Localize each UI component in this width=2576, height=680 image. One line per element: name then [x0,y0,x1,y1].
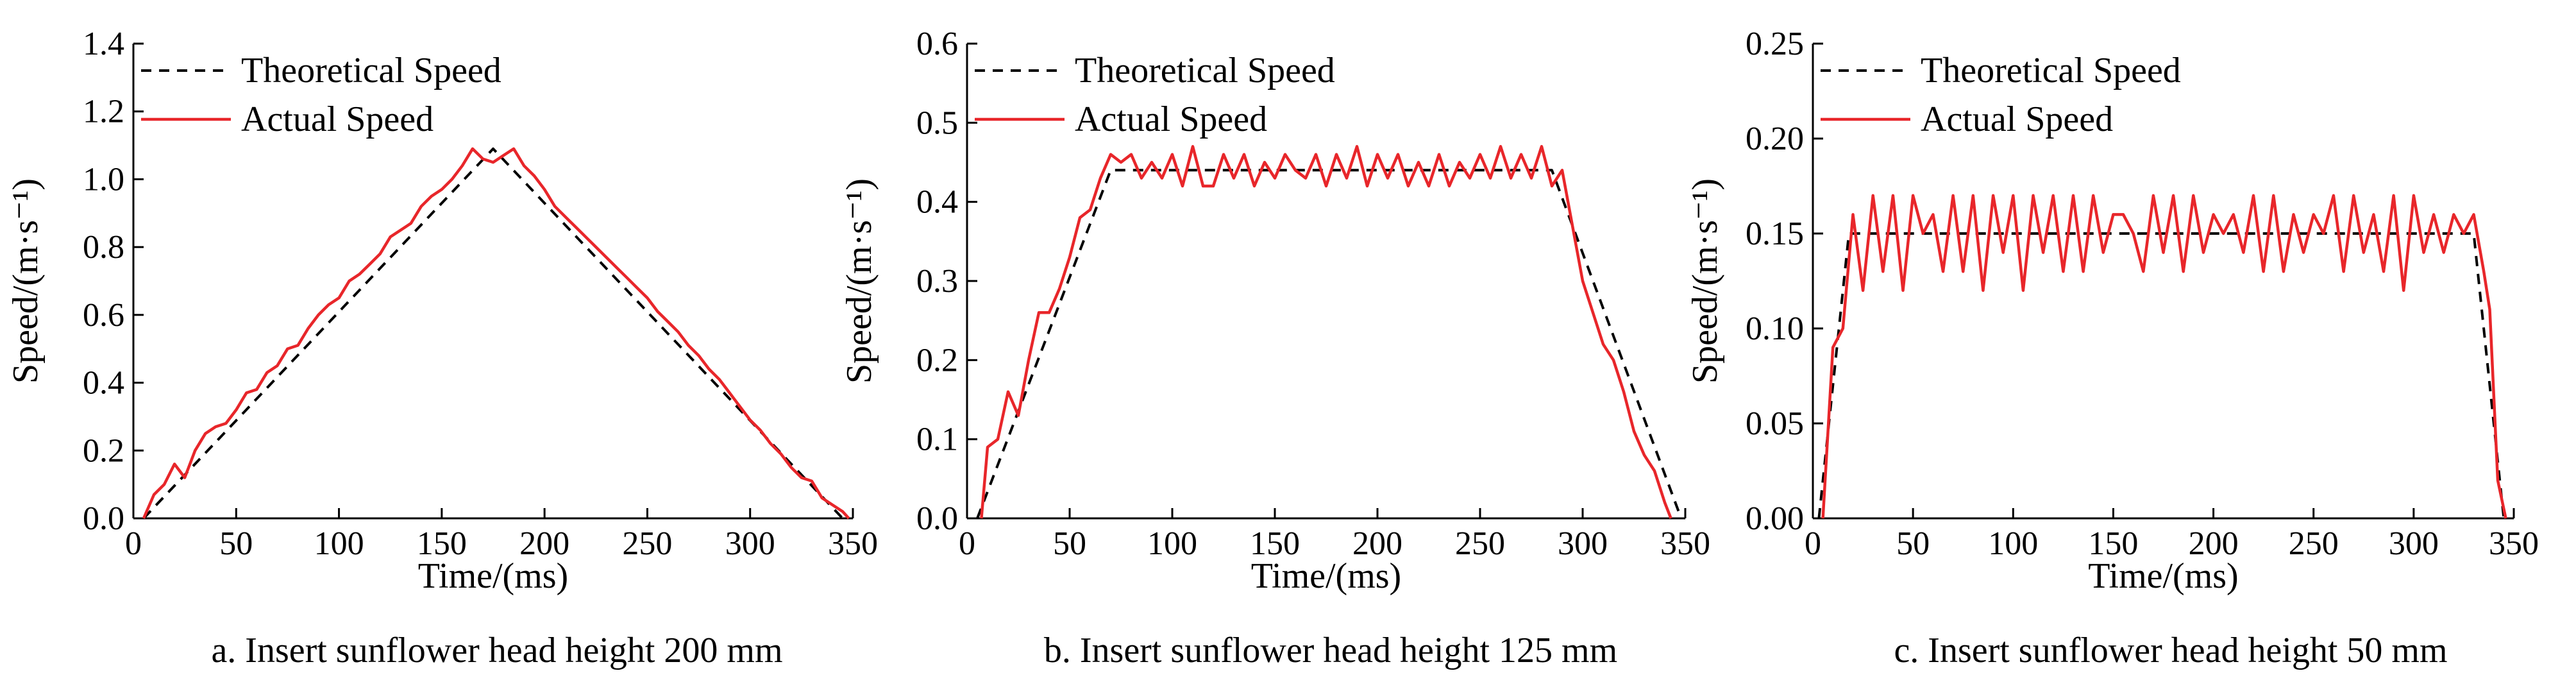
y-tick-label: 0.0 [83,500,124,537]
x-tick-label: 250 [1455,525,1505,562]
y-tick-label: 0.25 [1746,26,1804,62]
y-tick-label: 0.00 [1746,500,1804,537]
y-tick-label: 1.0 [83,161,124,198]
actual-speed-line [142,147,850,520]
x-tick-label: 350 [828,525,878,562]
x-tick-label: 50 [219,525,253,562]
y-tick-label: 0.2 [83,432,124,469]
y-tick-label: 0.8 [83,229,124,266]
y-tick-label: 0.6 [916,26,958,62]
y-tick-label: 0.3 [916,263,958,300]
y-tick-label: 0.4 [916,184,958,221]
x-tick-label: 50 [1053,525,1086,562]
y-tick-label: 0.15 [1746,216,1804,252]
x-tick-label: 150 [417,525,467,562]
y-tick-label: 0.6 [83,297,124,334]
y-tick-label: 0.10 [1746,310,1804,347]
y-tick-label: 0.1 [916,421,958,458]
y-tick-label: 0.0 [916,500,958,537]
panel-caption: a. Insert sunflower head height 200 mm [211,631,782,670]
x-axis-label: Time/(ms) [418,556,568,596]
x-tick-label: 300 [2389,525,2439,562]
x-tick-label: 150 [1250,525,1300,562]
x-tick-label: 0 [959,525,975,562]
x-axis-label: Time/(ms) [2088,556,2238,596]
panel-caption: c. Insert sunflower head height 50 mm [1894,631,2447,670]
theoretical-speed-line [142,147,844,520]
chart-panel-2: 0.0 0.1 0.2 0.3 0.4 0.5 0.6 0 50 100 150 200 250 300 3… [839,26,1710,670]
x-tick-label: 0 [1805,525,1821,562]
panel-caption: b. Insert sunflower head height 125 mm [1044,631,1617,670]
y-tick-label: 0.5 [916,105,958,141]
x-tick-label: 100 [1988,525,2038,562]
y-tick-label: 0.20 [1746,121,1804,157]
x-tick-label: 200 [519,525,569,562]
x-tick-label: 350 [2489,525,2539,562]
x-tick-label: 0 [125,525,142,562]
x-tick-label: 200 [2189,525,2239,562]
legend-theoretical-label: Theoretical Speed [1921,51,2181,90]
x-tick-label: 350 [1660,525,1710,562]
y-tick-label: 1.4 [83,26,124,62]
chart-panel-1: 0.0 0.2 0.4 0.6 0.8 1.0 1.2 1.4 0 50 100 150 200 250 3… [6,26,878,670]
x-tick-label: 250 [622,525,672,562]
y-axis-label: Speed/(m·s⁻¹) [6,178,46,384]
legend-theoretical-label: Theoretical Speed [241,51,501,90]
x-tick-label: 100 [314,525,364,562]
x-tick-label: 250 [2289,525,2339,562]
y-tick-label: 0.2 [916,342,958,378]
theoretical-speed-line [976,169,1683,519]
y-axis-label: Speed/(m·s⁻¹) [839,178,879,384]
x-tick-label: 150 [2088,525,2138,562]
x-tick-label: 300 [725,525,775,562]
x-tick-label: 100 [1147,525,1197,562]
x-axis-label: Time/(ms) [1251,556,1401,596]
x-tick-label: 50 [1896,525,1930,562]
x-tick-label: 200 [1352,525,1402,562]
y-tick-label: 1.2 [83,94,124,130]
chart-panel-3: 0.00 0.05 0.10 0.15 0.20 0.25 0 50 100 150 200 250 3… [1685,26,2539,670]
x-tick-label: 300 [1558,525,1608,562]
legend-actual-label: Actual Speed [1921,99,2113,139]
y-tick-label: 0.4 [83,365,124,402]
legend-actual-label: Actual Speed [1075,99,1267,139]
y-axis-label: Speed/(m·s⁻¹) [1685,178,1725,384]
actual-speed-line [1821,194,2507,519]
legend-actual-label: Actual Speed [241,99,434,139]
actual-speed-line [980,145,1672,519]
legend-theoretical-label: Theoretical Speed [1075,51,1335,90]
y-tick-label: 0.05 [1746,405,1804,442]
